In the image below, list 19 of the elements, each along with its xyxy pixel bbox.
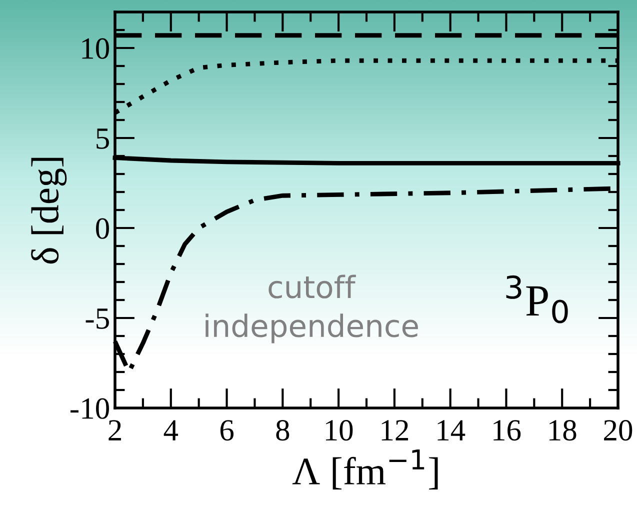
- y-tick-label: 10: [82, 38, 109, 59]
- x-tick-label: 12: [382, 420, 408, 440]
- y-tick-label: 0: [96, 218, 109, 239]
- annotation: $^{3}$P$_{0}$: [506, 275, 568, 324]
- y-tick-label: -10: [70, 398, 109, 419]
- x-tick-label: 16: [494, 420, 521, 441]
- annotation: cutoff independence: [206, 274, 418, 344]
- x-tick-label: 6: [220, 420, 234, 441]
- x-tick-label: 10: [326, 420, 353, 441]
- x-tick-label: 14: [438, 420, 466, 440]
- y-tick-label: 5: [96, 128, 109, 149]
- x-axis-title: Λ [fm$^{−1}$]: [292, 450, 438, 490]
- x-tick-label: 2: [108, 420, 121, 440]
- x-tick-label: 4: [164, 420, 178, 440]
- y-tick-label: -5: [86, 308, 109, 329]
- x-tick-label: 20: [604, 420, 632, 441]
- x-tick-label: 8: [276, 420, 290, 441]
- y-axis-title: δ [deg]: [31, 158, 67, 264]
- x-tick-label: 18: [550, 420, 576, 441]
